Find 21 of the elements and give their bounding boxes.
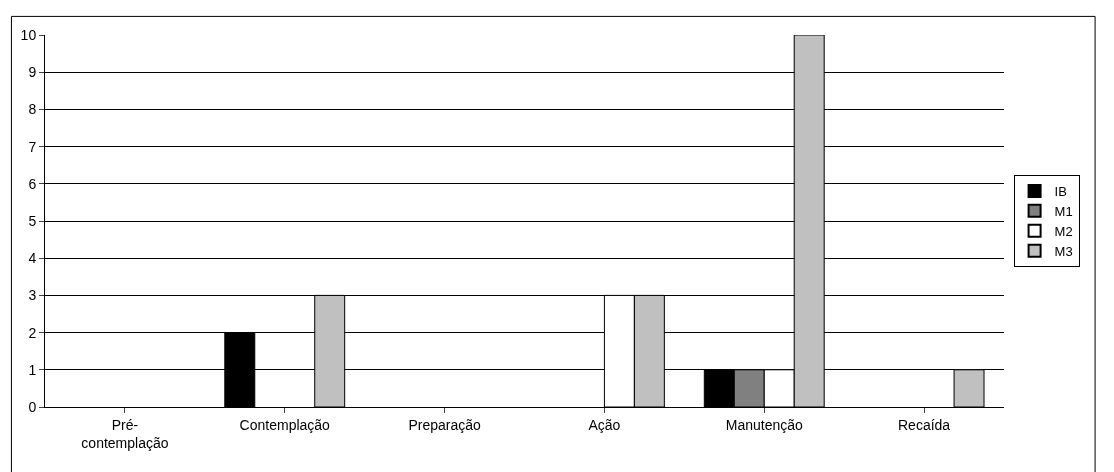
legend-label: M1 bbox=[1054, 203, 1073, 219]
y-tick-label: 0 bbox=[28, 398, 37, 415]
x-tick-label: Recaída bbox=[898, 416, 951, 433]
y-tick-label: 7 bbox=[28, 138, 37, 155]
legend-label: IB bbox=[1054, 184, 1067, 200]
y-tick-label: 2 bbox=[28, 324, 37, 341]
x-tick-label: Preparação bbox=[408, 416, 481, 433]
y-tick-label: 8 bbox=[28, 101, 37, 118]
legend-label: M2 bbox=[1054, 223, 1073, 239]
y-tick-label: 3 bbox=[28, 287, 37, 304]
y-tick-label: 4 bbox=[28, 250, 37, 267]
x-tick-label: Pré- contemplação bbox=[81, 416, 169, 451]
x-tick-label: Contemplação bbox=[239, 416, 331, 433]
legend-label: M3 bbox=[1054, 243, 1073, 259]
y-tick-label: 6 bbox=[28, 175, 37, 192]
x-tick-label: Manutenção bbox=[725, 416, 803, 433]
x-tick-label: Ação bbox=[588, 416, 621, 433]
y-tick-label: 10 bbox=[20, 26, 37, 43]
y-tick-label: 5 bbox=[28, 212, 37, 229]
y-tick-label: 9 bbox=[28, 64, 37, 81]
y-tick-label: 1 bbox=[28, 361, 37, 378]
